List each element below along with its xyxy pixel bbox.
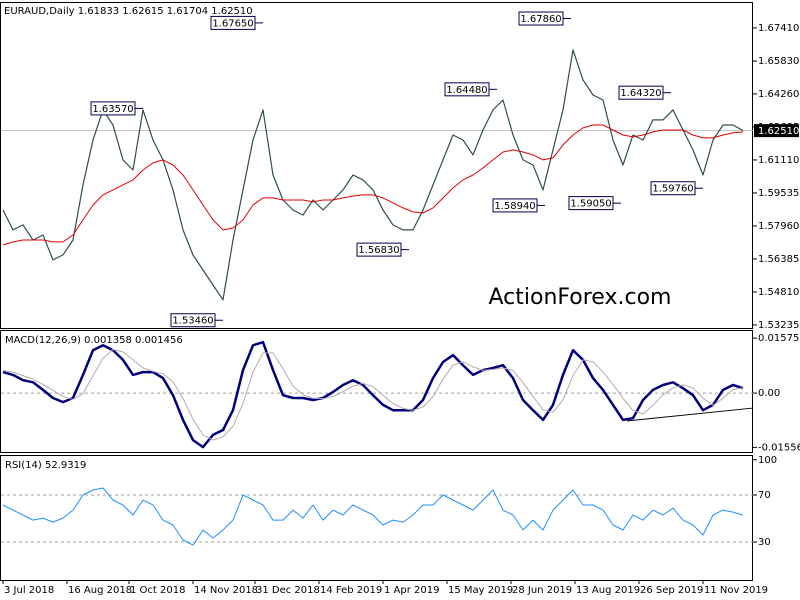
y-tick-label: 1.54810	[758, 287, 799, 298]
annotation-label: 1.64480	[446, 85, 487, 96]
y-tick-label: 1.59535	[758, 188, 799, 199]
x-tick-label: 15 May 2019	[448, 585, 513, 596]
x-tick-label: 11 Nov 2019	[704, 585, 768, 596]
y-tick-label: 1.56385	[758, 254, 799, 265]
annotation-label: 1.63570	[92, 104, 133, 115]
x-tick-label: 14 Feb 2019	[320, 585, 382, 596]
rsi-panel-frame	[0, 455, 753, 581]
macd-panel-frame	[0, 330, 753, 453]
x-tick-label: 14 Nov 2018	[194, 585, 258, 596]
annotation-box	[210, 15, 256, 30]
annotation-label: 1.67650	[212, 18, 253, 29]
y-tick-label: 1.61110	[758, 155, 799, 166]
last-price-box	[754, 124, 799, 138]
series-line	[2, 487, 744, 546]
x-tick-label: 16 Aug 2018	[68, 585, 132, 596]
y-tick-label: 100	[758, 455, 777, 466]
price-panel-frame	[0, 2, 753, 329]
annotation-box	[90, 101, 136, 116]
x-tick-label: 13 Aug 2019	[576, 585, 640, 596]
annotation-box	[492, 198, 538, 213]
y-tick-label: 1.57960	[758, 221, 799, 232]
annotation-label: 1.59760	[652, 184, 693, 195]
x-tick-label: 1 Apr 2019	[384, 585, 439, 596]
last-price-label: 1.62510	[758, 126, 799, 137]
annotation-box	[356, 242, 402, 257]
annotation-box	[170, 313, 216, 328]
annotation-box	[444, 82, 490, 97]
series-line	[2, 349, 744, 441]
trendline	[626, 407, 754, 422]
series-line	[2, 340, 744, 449]
y-tick-label: 1.65830	[758, 56, 799, 67]
annotation-box	[650, 181, 696, 196]
watermark: ActionForex.com	[489, 285, 672, 310]
y-tick-label: 0.01575	[758, 333, 799, 344]
panel-title: MACD(12,26,9) 0.001358 0.001456	[5, 335, 183, 346]
x-tick-label: 28 Jun 2019	[512, 585, 572, 596]
annotation-box	[618, 85, 664, 100]
chart-header: EURAUD,Daily 1.61833 1.62615 1.61704 1.6…	[4, 6, 253, 17]
annotation-label: 1.56830	[358, 245, 399, 256]
x-tick-label: 31 Dec 2018	[256, 585, 320, 596]
y-tick-label: 70	[758, 490, 771, 501]
series-line	[2, 124, 744, 246]
y-tick-label: 0.00	[758, 388, 780, 399]
series-line	[2, 49, 744, 301]
annotation-label: 1.67860	[520, 14, 561, 25]
annotation-box	[568, 196, 614, 211]
panel-title: RSI(14) 52.9319	[5, 460, 86, 471]
annotation-label: 1.58940	[494, 201, 535, 212]
y-tick-label: 1.67410	[758, 23, 799, 34]
x-tick-label: 1 Oct 2018	[130, 585, 185, 596]
y-tick-label: 1.53235	[758, 320, 799, 331]
y-tick-label: 1.64260	[758, 89, 799, 100]
annotation-label: 1.59050	[570, 199, 611, 210]
x-tick-label: 26 Sep 2019	[640, 585, 703, 596]
y-tick-label: 30	[758, 537, 771, 548]
annotation-label: 1.64320	[620, 88, 661, 99]
y-tick-label: -0.015568	[758, 442, 800, 453]
x-tick-label: 3 Jul 2018	[4, 585, 54, 596]
annotation-label: 1.53460	[172, 316, 213, 327]
annotation-box	[518, 11, 564, 26]
